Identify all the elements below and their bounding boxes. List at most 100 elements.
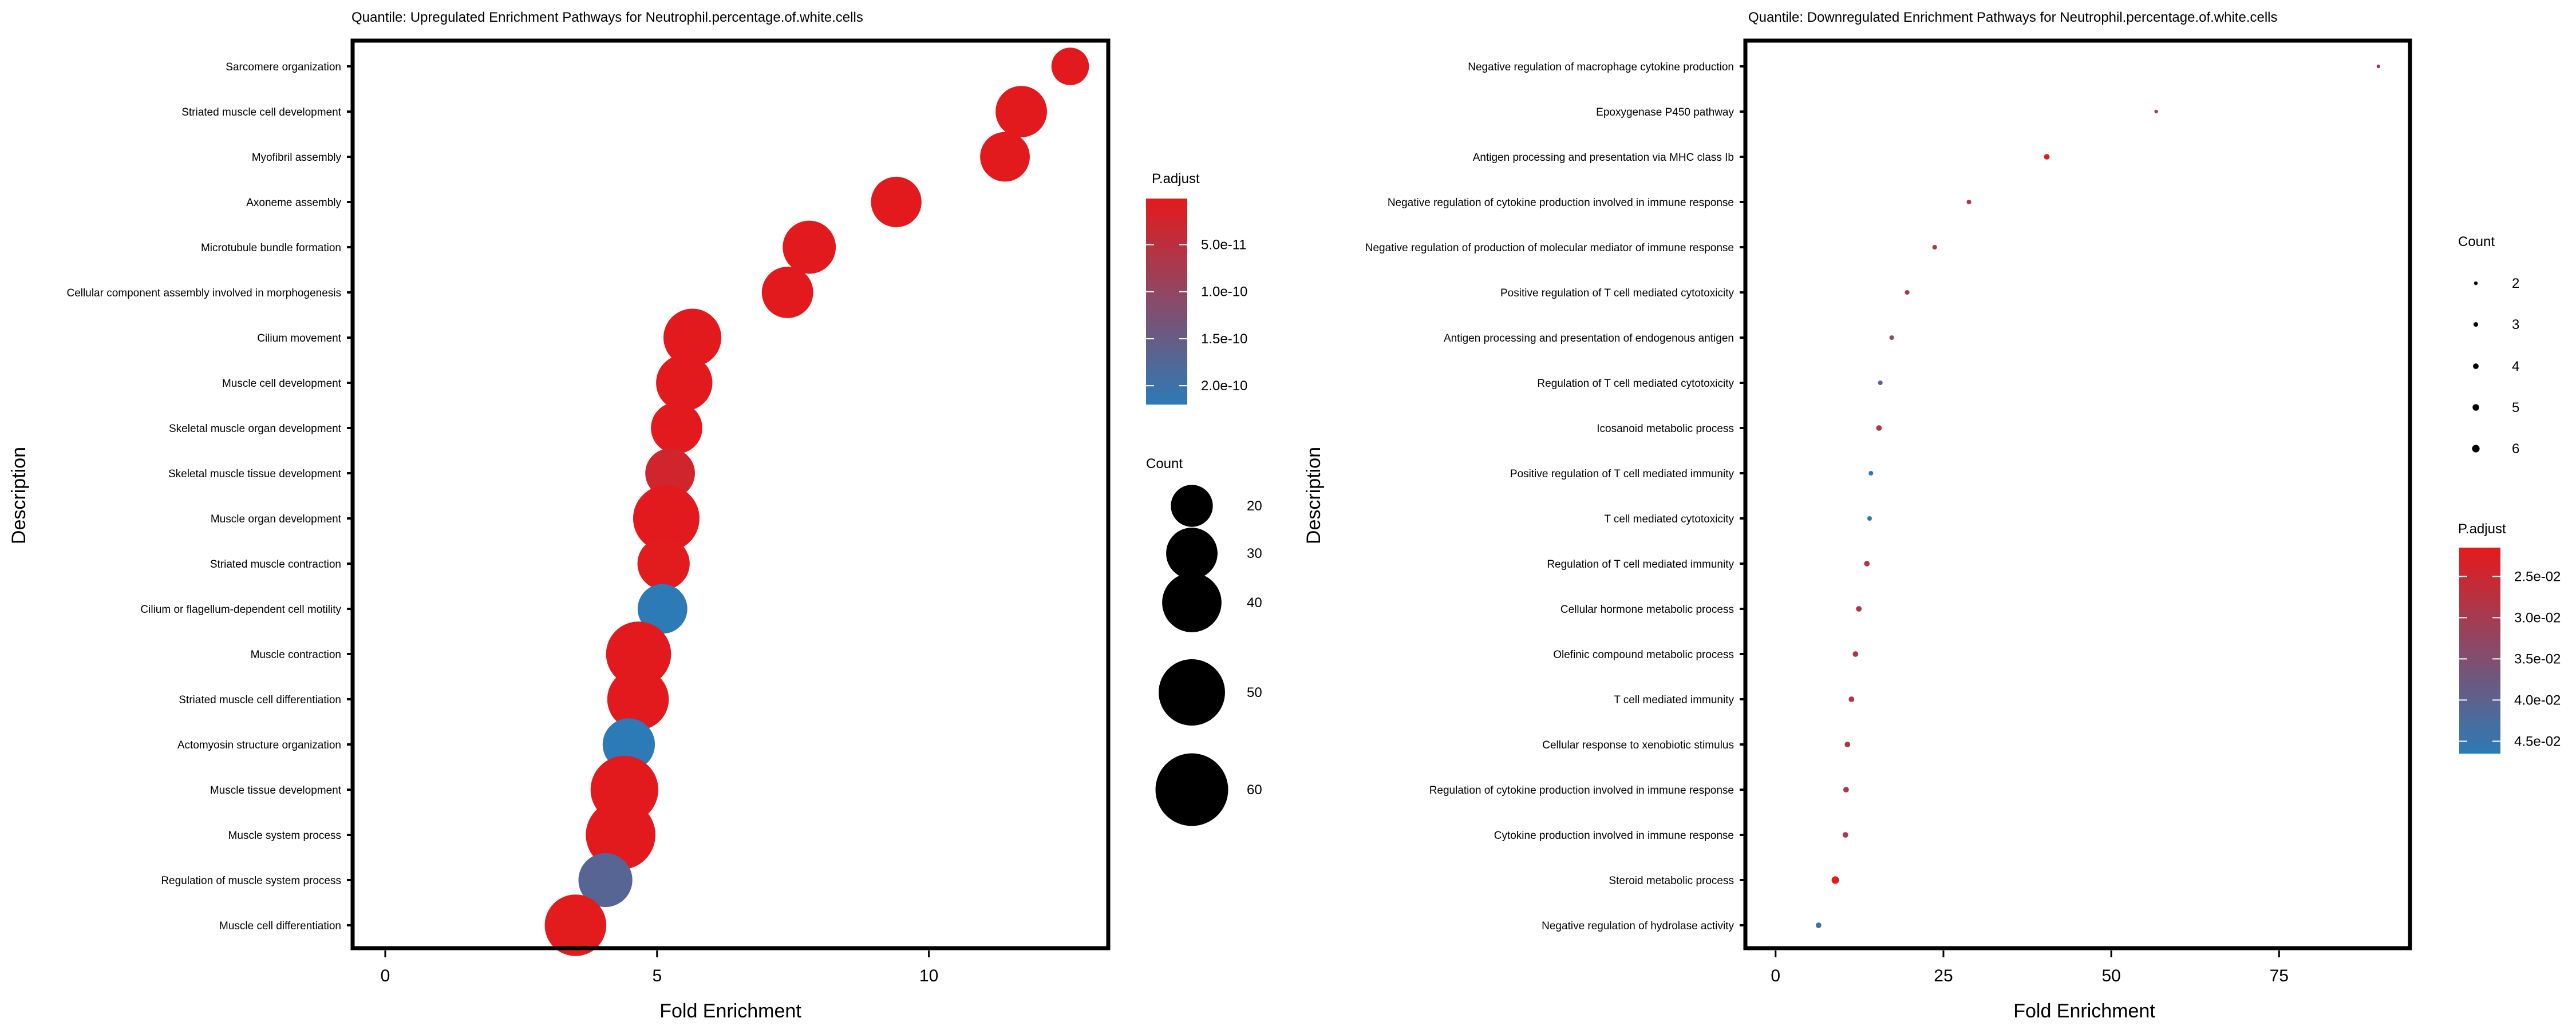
y-tick-label: Muscle system process [228, 830, 341, 842]
color-legend-label: 3.5e-02 [2514, 651, 2561, 667]
size-legend-label: 60 [1247, 782, 1262, 798]
y-tick-label: Cellular hormone metabolic process [1560, 604, 1734, 616]
data-point [544, 894, 607, 956]
data-point [783, 220, 836, 274]
size-legend-key [1162, 573, 1222, 632]
data-point [1905, 290, 1910, 295]
y-tick-label: Actomyosin structure organization [177, 739, 341, 751]
size-legend-label: 3 [2512, 317, 2519, 332]
data-point [606, 621, 671, 687]
data-point [651, 402, 702, 454]
y-tick-label: Regulation of cytokine production involv… [1429, 785, 1734, 797]
data-point [1889, 335, 1894, 340]
data-point [586, 800, 655, 870]
data-point [637, 537, 690, 590]
x-tick-label: 25 [1934, 966, 1953, 985]
size-legend-label: 6 [2512, 441, 2519, 457]
y-tick-label: Cytokine production involved in immune r… [1494, 830, 1734, 842]
data-point [1844, 742, 1851, 747]
y-tick-label: Positive regulation of T cell mediated i… [1510, 468, 1735, 480]
size-legend-label: 4 [2512, 359, 2519, 374]
color-legend-bar [2459, 548, 2500, 754]
size-legend-label: 5 [2512, 400, 2519, 415]
data-point [995, 86, 1047, 137]
data-point [1842, 832, 1848, 838]
x-tick-label: 50 [2101, 966, 2120, 985]
y-tick-label: Icosanoid metabolic process [1597, 423, 1734, 435]
y-tick-label: Negative regulation of production of mol… [1365, 242, 1734, 254]
color-legend-label: 1.0e-10 [1201, 284, 1247, 300]
x-tick-label: 0 [1771, 966, 1780, 985]
data-point [1843, 787, 1849, 793]
x-tick-label: 75 [2270, 966, 2289, 985]
y-tick-label: Striated muscle cell differentiation [179, 694, 341, 706]
size-legend-key [2472, 445, 2480, 453]
data-point [871, 176, 922, 228]
size-legend-key [2474, 281, 2478, 286]
color-legend-label: 4.5e-02 [2514, 734, 2561, 749]
data-point [633, 485, 700, 552]
data-point [1878, 380, 1883, 386]
y-tick-label: Cellular response to xenobiotic stimulus [1542, 739, 1734, 751]
data-point [637, 584, 688, 634]
y-tick-label: Regulation of T cell mediated cytotoxici… [1537, 378, 1734, 390]
x-tick-label: 5 [652, 966, 662, 985]
x-axis-title: Fold Enrichment [2013, 1000, 2155, 1022]
data-point [607, 668, 669, 730]
y-tick-label: Striated muscle cell development [181, 106, 342, 118]
data-point [1932, 244, 1937, 250]
size-legend-key [2473, 363, 2479, 369]
y-tick-label: Antigen processing and presentation via … [1473, 152, 1734, 164]
upregulated-plot: Quantile: Upregulated Enrichment Pathway… [8, 10, 1262, 1022]
size-legend-key [1171, 485, 1213, 527]
size-legend-title: Count [2458, 234, 2495, 249]
size-legend-label: 2 [2512, 276, 2519, 291]
x-axis-title: Fold Enrichment [659, 1000, 801, 1022]
color-legend-label: 4.0e-02 [2514, 692, 2561, 708]
y-tick-label: Positive regulation of T cell mediated c… [1500, 287, 1734, 299]
data-point [645, 448, 695, 498]
size-legend-key [2473, 322, 2479, 327]
y-tick-label: Sarcomere organization [226, 61, 341, 73]
plot-panel-border [1743, 38, 2412, 950]
y-tick-label: Skeletal muscle tissue development [168, 468, 342, 480]
data-point [1966, 199, 1971, 205]
data-point [761, 267, 813, 318]
y-tick-label: Cilium movement [257, 332, 341, 344]
size-legend-label: 50 [1247, 685, 1262, 700]
y-tick-label: Muscle cell development [222, 378, 342, 390]
y-tick-label: Muscle organ development [211, 513, 342, 525]
data-point [1848, 696, 1855, 702]
x-tick-label: 0 [381, 966, 390, 985]
color-legend-label: 3.0e-02 [2514, 610, 2561, 625]
y-tick-label: T cell mediated cytotoxicity [1604, 513, 1734, 525]
y-tick-label: Myofibril assembly [252, 152, 342, 164]
y-axis-title: Description [8, 447, 30, 544]
y-tick-label: Antigen processing and presentation of e… [1444, 332, 1734, 344]
y-tick-label: Cellular component assembly involved in … [67, 287, 341, 299]
data-point [2044, 154, 2050, 160]
data-point [1864, 561, 1870, 566]
y-tick-label: Microtubule bundle formation [201, 242, 341, 254]
data-point [980, 132, 1030, 182]
size-legend-key [2472, 404, 2479, 411]
color-legend-title: P.adjust [1152, 171, 1200, 187]
color-legend-label: 2.0e-10 [1201, 378, 1247, 394]
data-point [578, 853, 633, 908]
chart-title: Quantile: Downregulated Enrichment Pathw… [1748, 10, 2278, 25]
y-tick-label: Negative regulation of macrophage cytoki… [1468, 61, 1734, 73]
y-tick-label: Skeletal muscle organ development [169, 423, 342, 435]
y-axis-title: Description [1303, 447, 1325, 544]
y-tick-label: T cell mediated immunity [1614, 694, 1734, 706]
data-point [1831, 876, 1839, 884]
y-tick-label: Epoxygenase P450 pathway [1596, 106, 1734, 118]
downregulated-plot: Quantile: Downregulated Enrichment Pathw… [1303, 10, 2561, 1022]
y-tick-label: Axoneme assembly [246, 197, 341, 209]
data-point [2376, 64, 2381, 69]
color-legend-title: P.adjust [2458, 521, 2506, 537]
data-point [1856, 606, 1862, 612]
size-legend-label: 20 [1247, 498, 1262, 514]
y-tick-label: Steroid metabolic process [1609, 875, 1734, 887]
data-point [663, 308, 722, 367]
